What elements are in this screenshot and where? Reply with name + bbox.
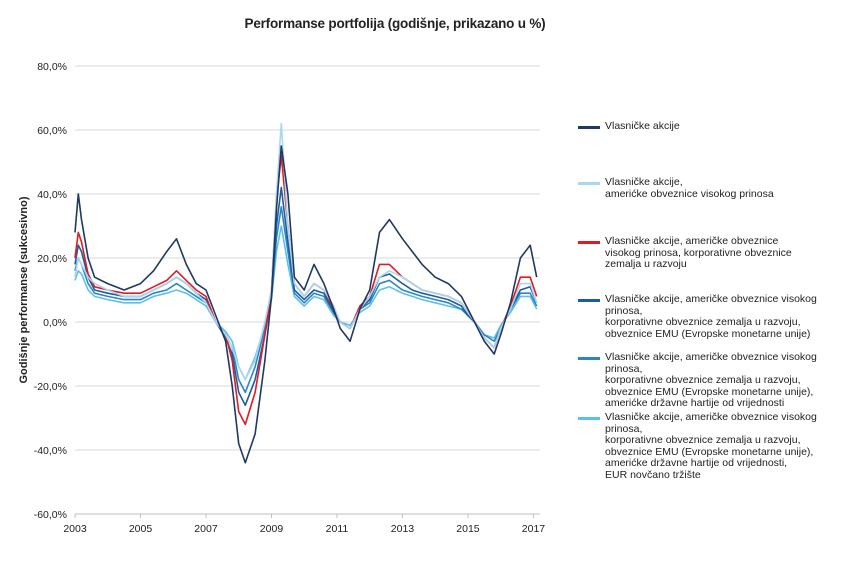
legend-item-2: Vlasničke akcije, amerićke obveznice vis… (578, 176, 848, 200)
legend-item-5: Vlasničke akcije, američke obveznice vis… (578, 351, 848, 410)
x-tick-label: 2017 (522, 523, 546, 535)
legend-label: Vlasničke akcije (605, 120, 680, 132)
chart-title: Performanse portfolija (godišnje, prikaz… (244, 16, 546, 31)
legend-label: Vlasničke akcije, američke obveznice vis… (605, 411, 817, 481)
x-tick-labels: 2003 2005 2007 2009 2011 2013 2015 2017 (63, 514, 545, 535)
gridlines (75, 65, 540, 515)
series-line-6 (74, 225, 538, 381)
y-tick-label: 0,0% (43, 317, 67, 329)
series-line-5 (74, 206, 538, 394)
legend-swatch (578, 417, 600, 420)
legend-label: Vlasničke akcije, amerićke obveznice vis… (605, 176, 774, 200)
x-tick-label: 2005 (129, 523, 153, 535)
legend: Vlasničke akcije Vlasničke akcije, amerić… (578, 0, 848, 564)
series-line-3 (74, 154, 538, 426)
y-tick-label: -20,0% (34, 381, 67, 393)
legend-label: Vlasničke akcije, američke obveznice vis… (605, 235, 792, 271)
legend-label: Vlasničke akcije, američke obveznice vis… (605, 351, 817, 410)
legend-item-1: Vlasničke akcije (578, 120, 848, 133)
legend-swatch (578, 299, 600, 302)
series-lines (74, 122, 538, 464)
y-tick-label: 20,0% (37, 253, 67, 265)
legend-swatch (578, 126, 600, 129)
legend-label: Vlasničke akcije, američke obveznice vis… (605, 293, 817, 340)
legend-item-4: Vlasničke akcije, američke obveznice vis… (578, 293, 848, 340)
legend-item-6: Vlasničke akcije, američke obveznice vis… (578, 411, 848, 482)
y-tick-label: -60,0% (34, 509, 67, 521)
legend-swatch (578, 241, 600, 244)
x-tick-label: 2009 (260, 523, 284, 535)
legend-swatch (578, 182, 600, 185)
y-tick-label: -40,0% (34, 445, 67, 457)
series-line-1 (74, 145, 538, 464)
x-tick-label: 2011 (326, 523, 349, 535)
y-tick-label: 80,0% (37, 61, 67, 73)
x-tick-label: 2015 (456, 523, 480, 535)
y-tick-label: 60,0% (37, 125, 67, 137)
x-tick-label: 2007 (194, 523, 218, 535)
series-line-4 (74, 186, 538, 407)
x-tick-label: 2013 (391, 523, 415, 535)
y-tick-label: 40,0% (37, 189, 67, 201)
y-tick-labels: 80,0% 60,0% 40,0% 20,0% 0,0% -20,0% -40,0% -60,… (34, 61, 67, 521)
legend-item-3: Vlasničke akcije, američke obveznice vis… (578, 235, 848, 271)
series-line-2 (74, 122, 538, 381)
legend-swatch (578, 357, 600, 360)
x-tick-label: 2003 (63, 523, 87, 535)
